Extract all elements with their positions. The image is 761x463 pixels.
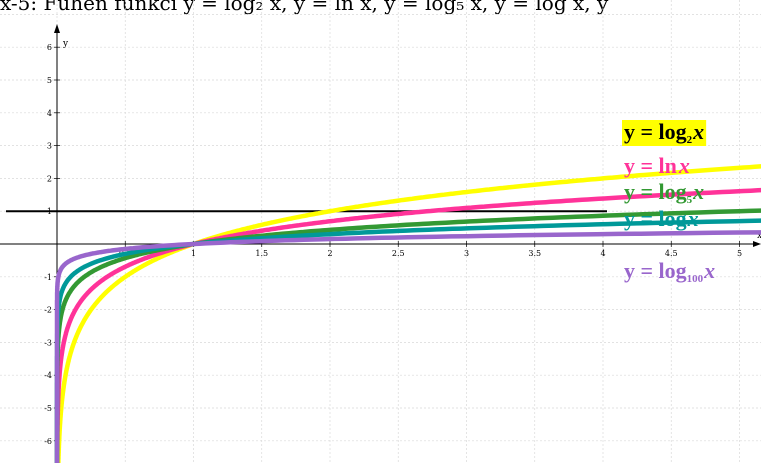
axes: xy — [0, 24, 761, 463]
y-tick-label: -3 — [44, 338, 52, 347]
legend-entry-5: y = log100x — [624, 258, 715, 285]
x-tick-label: 4 — [600, 249, 605, 258]
y-tick-label: -2 — [44, 306, 52, 315]
series-line-3 — [54, 208, 761, 463]
y-tick-label: 1 — [47, 207, 52, 216]
x-tick-label: 3 — [464, 249, 469, 258]
x-tick-label: 3.5 — [528, 249, 541, 258]
y-tick-label: 2 — [47, 174, 52, 183]
x-tick-label: 1 — [191, 249, 196, 258]
series-line-1 — [56, 164, 761, 463]
y-tick-label: -5 — [44, 404, 52, 413]
x-axis-arrow-icon — [753, 241, 761, 247]
legend-entry-4: y = logx — [624, 206, 699, 231]
x-axis-label: x — [757, 231, 761, 241]
legend-entry-1: y = log2x — [624, 119, 704, 146]
x-tick-label: 5 — [737, 249, 742, 258]
y-axis-label: y — [62, 39, 69, 49]
legend-highlight — [622, 120, 707, 146]
y-tick-label: -1 — [44, 273, 52, 282]
x-tick-label: 2.5 — [392, 249, 405, 258]
x-tick-label: 4.5 — [665, 249, 678, 258]
series-line-5 — [54, 230, 761, 463]
y-tick-label: 6 — [47, 43, 52, 52]
y-tick-label: 4 — [47, 109, 52, 118]
y-tick-label: -6 — [44, 437, 52, 446]
chart-caption: x-5: Fühen funkci y = log₂ x, y = ln x, … — [0, 0, 609, 15]
y-axis-arrow-icon — [54, 24, 60, 33]
y-tick-label: 5 — [47, 76, 52, 85]
y-tick-label: -4 — [44, 371, 52, 380]
y-tick-label: 3 — [47, 142, 52, 151]
legend-entry-2: y = lnx — [624, 153, 690, 178]
x-tick-label: 1.5 — [255, 249, 268, 258]
curves — [54, 164, 761, 463]
legend-entry-3: y = log5x — [624, 179, 704, 206]
x-tick-label: 2 — [327, 249, 332, 258]
